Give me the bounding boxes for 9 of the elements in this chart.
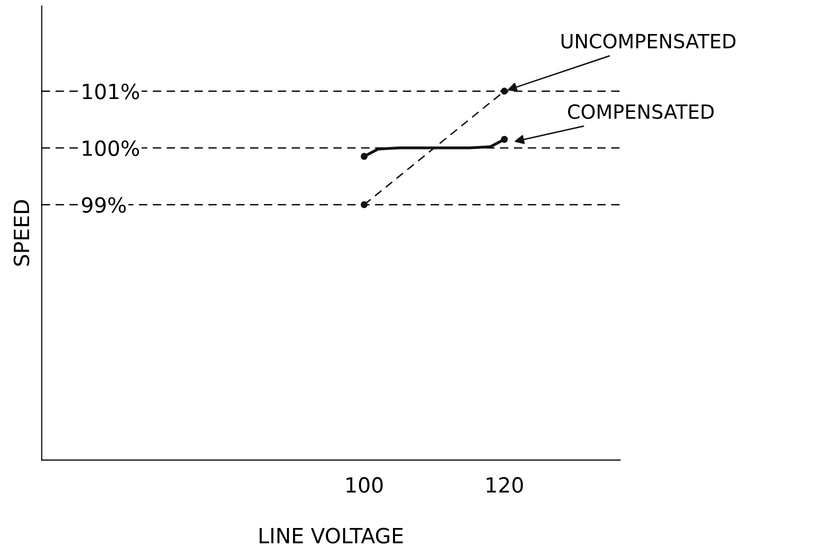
- y-axis-title: SPEED: [14, 200, 30, 266]
- x-tick-label: 120: [486, 477, 523, 493]
- y-tick-label: 101%: [82, 84, 140, 100]
- x-tick-label: 100: [346, 477, 383, 493]
- annotation: COMPENSATED: [568, 104, 714, 120]
- y-tick-label: 100%: [82, 140, 140, 156]
- y-tick-label: 99%: [82, 197, 126, 213]
- x-axis-title: LINE VOLTAGE: [260, 528, 403, 544]
- annotation: UNCOMPENSATED: [562, 34, 736, 48]
